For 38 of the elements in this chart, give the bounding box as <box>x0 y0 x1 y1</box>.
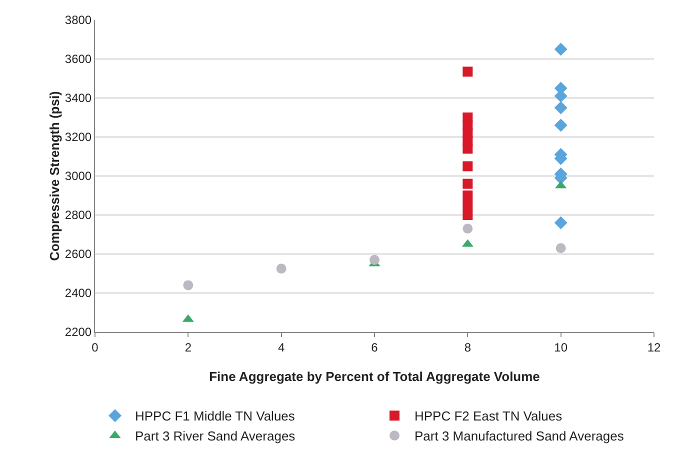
legend-label: HPPC F2 East TN Values <box>414 408 563 424</box>
point <box>276 264 286 274</box>
point <box>183 280 194 290</box>
legend-label: Part 3 Manufactured Sand Averages <box>414 428 624 444</box>
point <box>370 254 380 265</box>
x-tick-label: 0 <box>92 340 99 354</box>
point <box>462 210 473 220</box>
x-axis-title: Fine Aggregate by Percent of Total Aggregate Volume <box>209 369 540 384</box>
x-tick-label: 10 <box>554 340 568 354</box>
point <box>462 178 473 189</box>
legend-label: HPPC F1 Middle TN Values <box>135 408 296 424</box>
point <box>554 118 568 132</box>
point <box>556 243 566 254</box>
y-tick-label: 3600 <box>64 52 92 66</box>
x-tick-label: 4 <box>278 340 285 354</box>
point <box>462 161 473 172</box>
x-tick-label: 2 <box>184 340 192 354</box>
x-tick-label: 12 <box>647 340 661 354</box>
y-tick-label: 3000 <box>64 169 92 184</box>
point <box>462 144 473 154</box>
y-tick-label: 3200 <box>64 130 92 144</box>
y-tick-label: 2200 <box>64 325 92 340</box>
legend-label: Part 3 River Sand Averages <box>135 428 296 444</box>
y-tick-label: 2400 <box>64 286 92 300</box>
point <box>554 42 568 56</box>
y-tick-label: 3800 <box>64 13 92 28</box>
point <box>462 66 473 77</box>
point <box>462 200 473 210</box>
point <box>554 216 568 230</box>
y-tick-label: 3400 <box>64 91 92 106</box>
y-tick-label: 2600 <box>64 247 92 262</box>
x-tick-label: 8 <box>464 340 472 354</box>
y-tick-label: 2800 <box>64 208 92 222</box>
x-tick-label: 6 <box>371 340 378 354</box>
point <box>462 224 473 234</box>
point <box>462 190 473 200</box>
point <box>554 101 568 114</box>
y-axis-title: Compressive Strength (psi) <box>47 91 62 261</box>
